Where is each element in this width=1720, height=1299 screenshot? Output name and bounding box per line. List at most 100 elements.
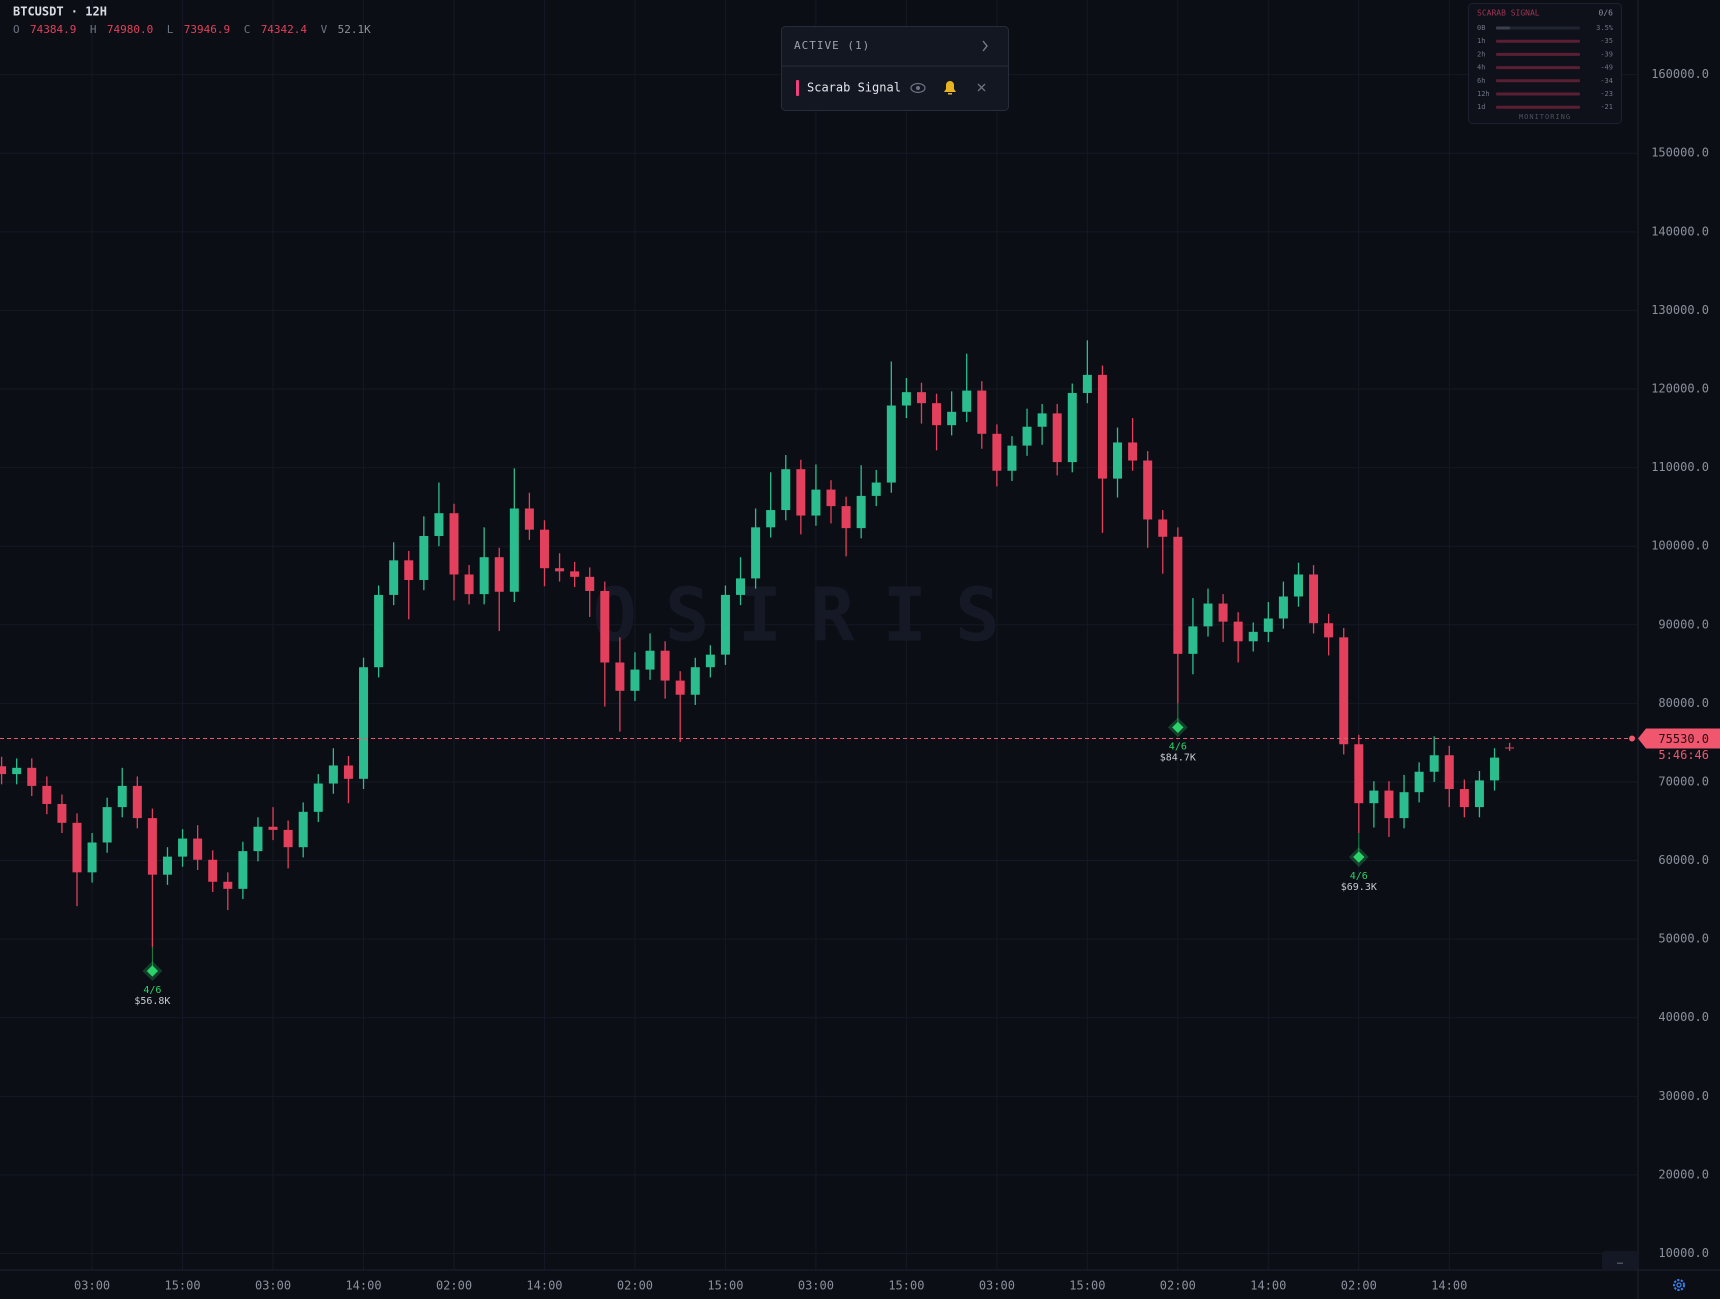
- ohlc-key: O: [13, 23, 20, 36]
- candle-body: [690, 667, 700, 695]
- candle-body: [178, 838, 188, 857]
- candle-body: [193, 838, 203, 860]
- signal-marker: [1172, 721, 1184, 734]
- candle-body: [27, 767, 37, 786]
- candle-body: [1007, 445, 1017, 471]
- y-tick-label: 40000.0: [1658, 1010, 1709, 1024]
- candle-body: [570, 571, 580, 577]
- x-tick-label: 15:00: [164, 1279, 200, 1293]
- candle-body: [720, 594, 730, 655]
- row-bar: [1496, 52, 1580, 56]
- candle-body: [1505, 747, 1515, 749]
- row-bar: [1496, 92, 1580, 96]
- panel-title: SCARAB SIGNAL: [1477, 9, 1540, 18]
- row-bar: [1496, 39, 1580, 43]
- candle-body: [811, 489, 821, 516]
- ohlc-header: O 74384.9 H 74980.0 L 73946.9 C 74342.4 V 52.1K: [13, 23, 371, 36]
- x-tick-label: 14:00: [526, 1279, 562, 1293]
- candle-body: [524, 508, 534, 530]
- candle-body: [389, 560, 399, 595]
- candle-body: [555, 568, 565, 572]
- row-bar: [1496, 26, 1580, 30]
- row-timeframe: 6h: [1477, 77, 1485, 85]
- row-bar: [1496, 66, 1580, 70]
- candle-body: [962, 390, 972, 412]
- candle-body: [283, 829, 293, 848]
- x-tick-label: 03:00: [74, 1279, 110, 1293]
- candle-body: [268, 826, 278, 830]
- candle-body: [901, 392, 911, 406]
- panel-title: ACTIVE (1): [794, 39, 870, 52]
- ohlc-value: 73946.9: [184, 23, 230, 36]
- y-tick-label: 100000.0: [1651, 539, 1709, 553]
- candle-body: [404, 560, 414, 580]
- more-button[interactable]: …: [1602, 1251, 1638, 1270]
- candle-body: [1158, 519, 1168, 537]
- candle-body: [42, 785, 52, 804]
- candle-body: [147, 818, 157, 875]
- row-timeframe: 12h: [1477, 90, 1490, 98]
- candle-body: [1128, 442, 1138, 461]
- indicator-name[interactable]: Scarab Signal: [807, 81, 901, 95]
- signal-price: $69.3K: [1341, 882, 1377, 893]
- y-tick-label: 160000.0: [1651, 67, 1709, 81]
- candle-body: [509, 508, 519, 592]
- candle-body: [238, 851, 248, 889]
- candle-body: [1278, 596, 1288, 619]
- candle-body: [781, 469, 791, 511]
- candle-body: [841, 506, 851, 529]
- candle-body: [539, 529, 549, 569]
- signal-score: 4/6: [143, 985, 161, 996]
- candle-body: [1143, 460, 1153, 520]
- candle-body: [1474, 780, 1484, 808]
- candle-body: [1067, 392, 1077, 463]
- axes: 10000.0 20000.0 30000.0 40000.0 50000.0 60000…: [74, 67, 1720, 1293]
- candle-body: [660, 650, 670, 681]
- y-tick-label: 20000.0: [1658, 1167, 1709, 1181]
- candle-body: [1248, 631, 1258, 642]
- row-bar-fill: [1496, 26, 1510, 30]
- candle-body: [87, 842, 97, 873]
- x-tick-label: 02:00: [1160, 1279, 1196, 1293]
- x-tick-label: 14:00: [1250, 1279, 1286, 1293]
- x-tick-label: 15:00: [888, 1279, 924, 1293]
- candle-body: [856, 495, 866, 529]
- row-value: -35: [1600, 37, 1613, 45]
- candle-body: [1399, 792, 1409, 819]
- candle-body: [1218, 603, 1228, 622]
- candle-body: [298, 811, 308, 848]
- candle-body: [419, 535, 429, 580]
- row-bar: [1496, 79, 1580, 83]
- candle-body: [705, 654, 715, 668]
- close-icon[interactable]: [977, 83, 986, 92]
- chevron[interactable]: [982, 40, 988, 52]
- candle-body: [132, 785, 142, 819]
- candle-body: [374, 594, 384, 668]
- bell-icon[interactable]: [944, 81, 956, 95]
- y-tick-label: 150000.0: [1651, 146, 1709, 160]
- candle-body: [1037, 413, 1047, 427]
- eye-icon[interactable]: [910, 82, 926, 94]
- svg-text:…: …: [1617, 1256, 1623, 1267]
- candle-body: [826, 489, 836, 507]
- panel-status: MONITORING: [1519, 113, 1571, 121]
- x-tick-label: 03:00: [798, 1279, 834, 1293]
- candle-body: [313, 783, 323, 812]
- candle-body: [1082, 374, 1092, 393]
- x-tick-label: 14:00: [1431, 1279, 1467, 1293]
- panel-score: 0/6: [1599, 9, 1614, 18]
- candle-body: [1309, 574, 1319, 624]
- candle-body: [117, 785, 127, 808]
- candle-body: [464, 574, 474, 595]
- settings-icon[interactable]: [1673, 1279, 1685, 1291]
- signal-panel: SCARAB SIGNAL 0/6 MONITORING 0B 3.5% 1h -35…: [1468, 3, 1622, 124]
- candle-body: [1429, 755, 1439, 772]
- row-value: -23: [1600, 90, 1613, 98]
- candle-body: [916, 392, 926, 404]
- ohlc-key: V: [321, 23, 328, 36]
- row-value: -49: [1600, 64, 1613, 72]
- symbol: BTCUSDT · 12H: [13, 5, 107, 19]
